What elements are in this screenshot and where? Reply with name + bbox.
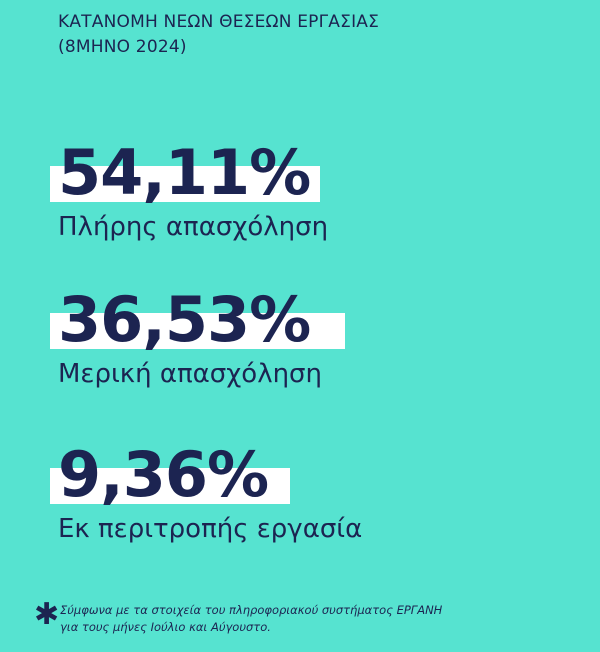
stat-value: 36,53% [58,283,311,356]
footnote-line: Σύμφωνα με τα στοιχεία του πληροφοριακού… [60,603,443,617]
chart-title: ΚΑΤΑΝΟΜΗ ΝΕΩΝ ΘΕΣΕΩΝ ΕΡΓΑΣΙΑΣ [58,12,380,32]
stat-block-part-time: 36,53% Μερική απασχόληση [50,283,345,391]
chart-header: ΚΑΤΑΝΟΜΗ ΝΕΩΝ ΘΕΣΕΩΝ ΕΡΓΑΣΙΑΣ (8ΜΗΝΟ 202… [58,10,379,60]
value-highlight-bar [50,166,320,202]
stat-block-full-time: 54,11% Πλήρης απασχόληση [50,136,329,244]
footnote: ✱ Σύμφωνα με τα στοιχεία του πληροφοριακ… [34,597,442,636]
stat-block-rotational: 9,36% Εκ περιτροπής εργασία [50,438,363,546]
stat-label: Πλήρης απασχόληση [58,212,329,242]
asterisk-icon: ✱ [34,597,60,632]
footnote-line: για τους μήνες Ιούλιο και Αύγουστο. [60,620,271,634]
footnote-text: Σύμφωνα με τα στοιχεία του πληροφοριακού… [60,602,442,636]
chart-subtitle: (8ΜΗΝΟ 2024) [58,37,187,57]
stat-label: Μερική απασχόληση [58,359,323,389]
stat-label: Εκ περιτροπής εργασία [58,514,363,544]
stat-value: 9,36% [58,438,269,511]
value-highlight-bar [50,468,290,504]
stat-value: 54,11% [58,136,311,209]
value-highlight-bar [50,313,345,349]
